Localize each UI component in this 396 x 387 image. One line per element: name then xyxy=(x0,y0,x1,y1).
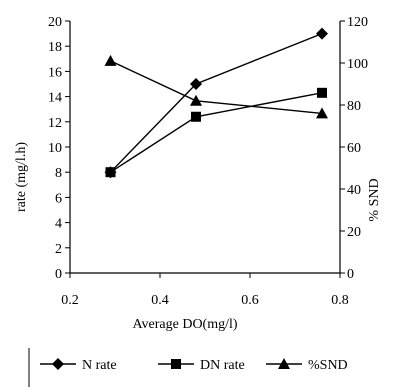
x-tick-label: 0.6 xyxy=(241,293,259,308)
series-line-snd xyxy=(110,60,323,115)
x-tick-labels: 0.2 0.4 0.6 0.8 xyxy=(61,293,349,308)
y-left-tick-label: 0 xyxy=(55,267,62,282)
legend-label-snd: %SND xyxy=(308,358,348,373)
data-point-dn-rate xyxy=(191,111,201,122)
x-tick-label: 0.2 xyxy=(61,293,79,308)
y-left-tick-labels: 0 2 4 6 8 10 12 14 16 18 20 xyxy=(48,15,62,282)
x-tick-label: 0.4 xyxy=(151,293,169,308)
axes-group xyxy=(65,20,345,278)
legend-marker-dn-rate xyxy=(171,359,181,369)
legend-marker-n-rate xyxy=(52,358,64,370)
y-right-tick-label: 80 xyxy=(347,99,361,114)
y-left-tick-label: 6 xyxy=(55,191,62,206)
data-point-snd xyxy=(316,107,328,119)
data-point-snd xyxy=(190,94,202,106)
legend-marker-snd xyxy=(278,358,290,369)
y-left-tick-label: 2 xyxy=(55,242,62,257)
y-left-tick-label: 12 xyxy=(48,116,62,131)
y-right-tick-labels: 0 20 40 60 80 100 120 xyxy=(347,15,368,282)
series-line-dn-rate xyxy=(110,92,323,173)
y-right-tick-label: 0 xyxy=(347,267,354,282)
data-point-snd xyxy=(104,54,117,66)
legend-label-dn-rate: DN rate xyxy=(200,358,245,373)
y-left-tick-label: 10 xyxy=(48,141,62,156)
y-right-tick-label: 40 xyxy=(347,183,361,198)
y-right-tick-label: 120 xyxy=(347,15,368,30)
y-left-tick-label: 18 xyxy=(48,40,62,55)
x-axis-label: Average DO(mg/l) xyxy=(132,317,237,332)
y-right-tick-label: 60 xyxy=(347,141,361,156)
legend-label-n-rate: N rate xyxy=(82,358,117,373)
y-right-axis-label: % SND xyxy=(367,178,382,221)
series-group xyxy=(104,27,328,179)
y-left-tick-label: 16 xyxy=(48,65,62,80)
data-point-dn-rate xyxy=(317,87,327,98)
data-point-n-rate xyxy=(190,78,202,90)
y-left-tick-label: 14 xyxy=(48,91,62,106)
y-left-tick-label: 8 xyxy=(55,166,62,181)
y-right-tick-label: 20 xyxy=(347,225,361,240)
y-left-tick-label: 4 xyxy=(55,217,62,232)
data-point-n-rate xyxy=(316,27,328,40)
legend: N rate DN rate %SND xyxy=(28,348,348,387)
y-right-tick-label: 100 xyxy=(347,57,368,72)
y-left-tick-label: 20 xyxy=(48,15,62,30)
x-tick-label: 0.8 xyxy=(331,293,349,308)
data-point-dn-rate xyxy=(105,167,116,178)
y-left-axis-label: rate (mg/l.h) xyxy=(14,142,29,212)
